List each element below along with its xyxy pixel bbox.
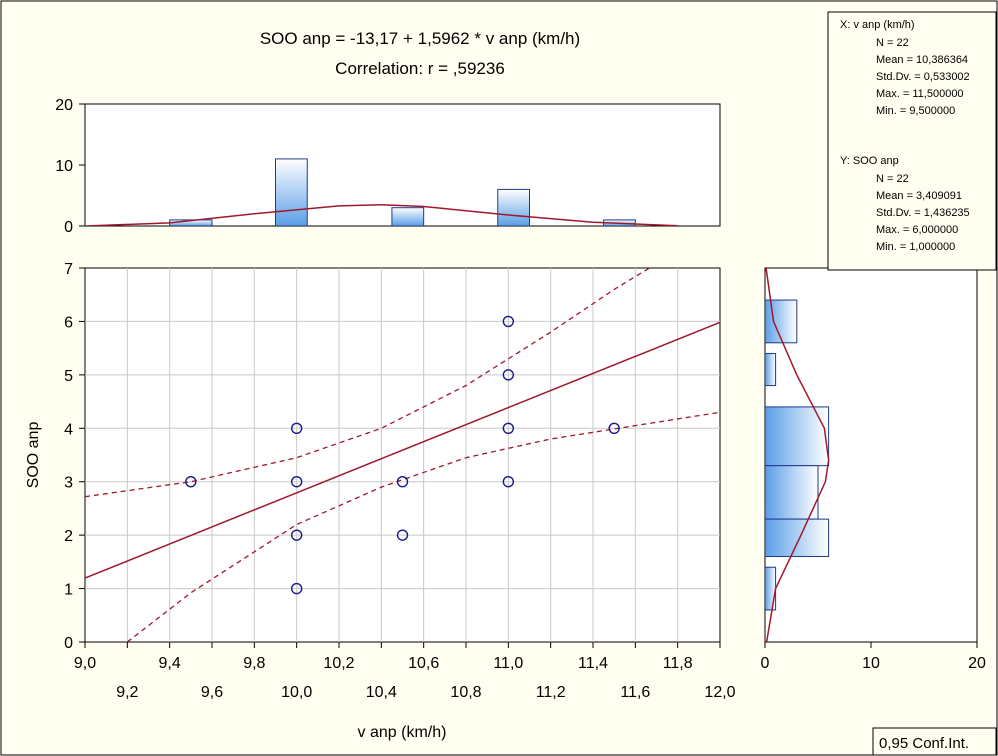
side-histogram-bar — [765, 465, 819, 520]
chart-title: SOO anp = -13,17 + 1,5962 * v anp (km/h) — [260, 29, 580, 48]
x-tick-label: 11,8 — [663, 655, 693, 672]
side-histogram — [765, 268, 830, 642]
side-hist-x-tick-label: 0 — [761, 655, 770, 672]
y-tick-label: 3 — [64, 475, 73, 492]
side-hist-x-tick-label: 10 — [862, 655, 880, 672]
top-histogram-bar — [391, 207, 425, 226]
y-tick-label: 6 — [64, 314, 73, 331]
top-histogram-bar — [497, 188, 530, 226]
x-tick-label: 11,2 — [536, 684, 566, 701]
x-tick-label: 10,0 — [281, 684, 312, 701]
stats-x-header: X: v anp (km/h) — [840, 19, 915, 31]
x-tick-label: 11,0 — [493, 655, 523, 672]
data-point — [290, 529, 303, 541]
side-hist-x-tick-label: 20 — [968, 655, 986, 672]
stats-x-line: Max. = 11,500000 — [876, 88, 964, 100]
data-point — [608, 422, 620, 434]
side-histogram-bar — [765, 352, 777, 387]
data-point — [185, 476, 197, 488]
y-tick-label: 2 — [64, 528, 73, 545]
stats-x-line: Mean = 10,386364 — [876, 54, 968, 66]
data-point — [290, 476, 303, 488]
x-tick-label: 10,6 — [408, 655, 439, 672]
stats-box: X: v anp (km/h) N = 22 Mean = 10,386364 St… — [827, 11, 997, 271]
x-tick-label: 10,2 — [323, 655, 354, 672]
top-hist-y-tick-label: 20 — [55, 97, 73, 114]
confidence-band-upper — [85, 268, 651, 498]
side-histogram-bar — [765, 566, 777, 611]
side-histogram-bar — [765, 299, 798, 344]
x-tick-label: 12,0 — [704, 684, 735, 701]
scatter-plot — [85, 268, 720, 642]
x-axis-label: v anp (km/h) — [358, 724, 447, 741]
y-tick-label: 1 — [64, 582, 73, 599]
top-hist-y-tick-label: 10 — [55, 158, 73, 175]
x-tick-label: 11,6 — [620, 684, 650, 701]
scatter-panel — [84, 267, 721, 643]
x-tick-label: 9,0 — [74, 655, 96, 672]
top-histogram-bar — [275, 158, 308, 226]
stats-x-line: N = 22 — [876, 37, 909, 49]
data-point — [290, 422, 303, 434]
stats-y-line: Max. = 6,000000 — [876, 224, 958, 236]
top-histogram — [85, 158, 678, 226]
stats-y-line: N = 22 — [876, 173, 909, 185]
x-tick-label: 10,4 — [366, 684, 397, 701]
axis-ticks: 9,0 9,4 9,8 10,2 10,6 11,0 11,4 11,8 9,2 9,6 10,0 1… — [55, 97, 986, 701]
top-hist-y-tick-label: 0 — [64, 219, 73, 236]
stats-x-line: Min. = 9,500000 — [876, 105, 955, 117]
data-point — [502, 315, 515, 328]
x-tick-label: 9,8 — [243, 655, 265, 672]
confidence-band-lower — [126, 411, 720, 642]
side-histogram-bar — [765, 518, 830, 558]
x-tick-label: 9,2 — [116, 684, 138, 701]
side-histogram-normal-curve — [765, 268, 830, 642]
data-point — [502, 476, 515, 488]
stats-y-line: Mean = 3,409091 — [876, 190, 962, 202]
legend: 0,95 Conf.Int. — [872, 727, 997, 756]
data-point — [290, 582, 303, 595]
x-tick-label: 11,4 — [578, 655, 608, 672]
x-tick-label: 9,6 — [201, 684, 223, 701]
y-tick-label: 7 — [64, 261, 73, 278]
y-axis-label: SOO anp — [25, 422, 42, 489]
stats-x-line: Std.Dv. = 0,533002 — [876, 71, 970, 83]
y-tick-label: 5 — [64, 368, 73, 385]
scatter-grid — [85, 268, 720, 642]
data-point — [502, 422, 515, 434]
side-histogram-bar — [765, 406, 830, 467]
legend-label: 0,95 Conf.Int. — [879, 735, 969, 752]
stats-y-header: Y: SOO anp — [840, 155, 899, 167]
data-point — [502, 369, 515, 381]
data-point — [396, 476, 409, 488]
y-tick-label: 0 — [64, 635, 73, 652]
stats-y-line: Min. = 1,000000 — [876, 241, 955, 253]
regression-line — [85, 321, 720, 579]
x-tick-label: 10,8 — [450, 684, 481, 701]
chart-subtitle: Correlation: r = ,59236 — [335, 59, 505, 78]
data-point — [396, 529, 409, 541]
top-histogram-normal-curve — [85, 203, 678, 226]
y-tick-label: 4 — [64, 421, 73, 438]
stats-y-line: Std.Dv. = 1,436235 — [876, 207, 970, 219]
x-tick-label: 9,4 — [159, 655, 181, 672]
